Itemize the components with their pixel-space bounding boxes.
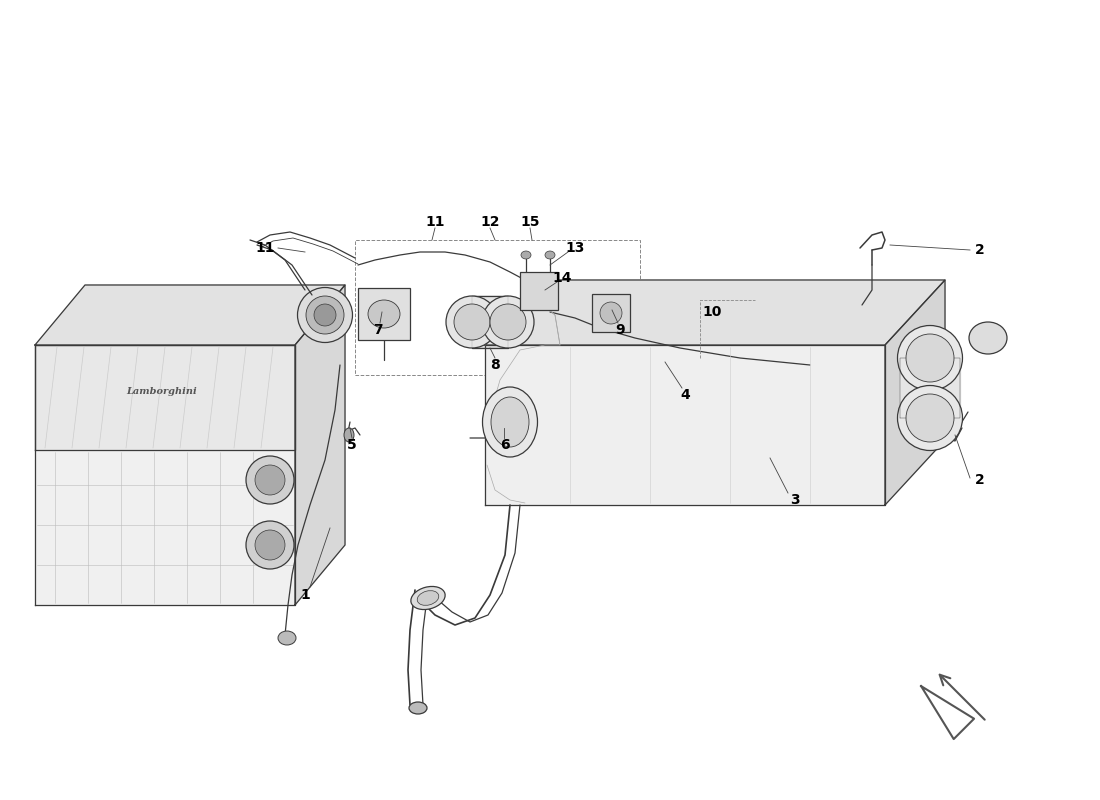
Ellipse shape <box>482 296 534 348</box>
Ellipse shape <box>491 397 529 447</box>
Text: 12: 12 <box>481 215 499 229</box>
Ellipse shape <box>409 702 427 714</box>
Ellipse shape <box>490 304 526 340</box>
Text: 7: 7 <box>373 323 383 337</box>
Ellipse shape <box>521 251 531 259</box>
Ellipse shape <box>246 456 294 504</box>
Bar <box>355 240 640 375</box>
Text: 6: 6 <box>500 438 509 452</box>
Text: 4: 4 <box>680 388 690 402</box>
Text: 14: 14 <box>552 271 572 285</box>
Text: 11: 11 <box>426 215 444 229</box>
Bar <box>520 272 558 310</box>
Text: 8: 8 <box>491 358 499 372</box>
Text: 3: 3 <box>790 493 800 507</box>
Ellipse shape <box>255 530 285 560</box>
Text: 10: 10 <box>702 305 722 319</box>
Text: 9: 9 <box>615 323 625 337</box>
Ellipse shape <box>417 590 439 606</box>
Ellipse shape <box>344 428 354 442</box>
Text: 13: 13 <box>565 241 585 255</box>
Ellipse shape <box>483 387 538 457</box>
Ellipse shape <box>544 251 556 259</box>
Polygon shape <box>295 285 345 605</box>
Bar <box>495 410 513 430</box>
Polygon shape <box>886 280 945 505</box>
Ellipse shape <box>898 386 962 450</box>
Polygon shape <box>35 345 295 605</box>
Ellipse shape <box>297 287 352 342</box>
Text: 5: 5 <box>348 438 356 452</box>
Ellipse shape <box>906 334 954 382</box>
Ellipse shape <box>454 304 490 340</box>
Polygon shape <box>485 345 886 505</box>
Ellipse shape <box>306 296 344 334</box>
Ellipse shape <box>278 631 296 645</box>
Ellipse shape <box>446 296 498 348</box>
Text: 2: 2 <box>975 243 984 257</box>
Text: 2: 2 <box>975 473 984 487</box>
Bar <box>358 288 410 340</box>
Ellipse shape <box>314 304 336 326</box>
Text: Lamborghini: Lamborghini <box>126 387 197 397</box>
Ellipse shape <box>246 521 294 569</box>
Polygon shape <box>472 296 508 348</box>
Polygon shape <box>35 285 345 345</box>
Text: 11: 11 <box>255 241 275 255</box>
Polygon shape <box>900 358 960 418</box>
Polygon shape <box>35 345 295 450</box>
Bar <box>592 294 630 332</box>
Ellipse shape <box>906 394 954 442</box>
Text: 15: 15 <box>520 215 540 229</box>
Ellipse shape <box>969 322 1006 354</box>
Ellipse shape <box>600 302 621 324</box>
Polygon shape <box>485 280 945 345</box>
Ellipse shape <box>898 326 962 390</box>
Text: 1: 1 <box>300 588 310 602</box>
Ellipse shape <box>255 465 285 495</box>
Ellipse shape <box>368 300 400 328</box>
Ellipse shape <box>411 586 446 610</box>
